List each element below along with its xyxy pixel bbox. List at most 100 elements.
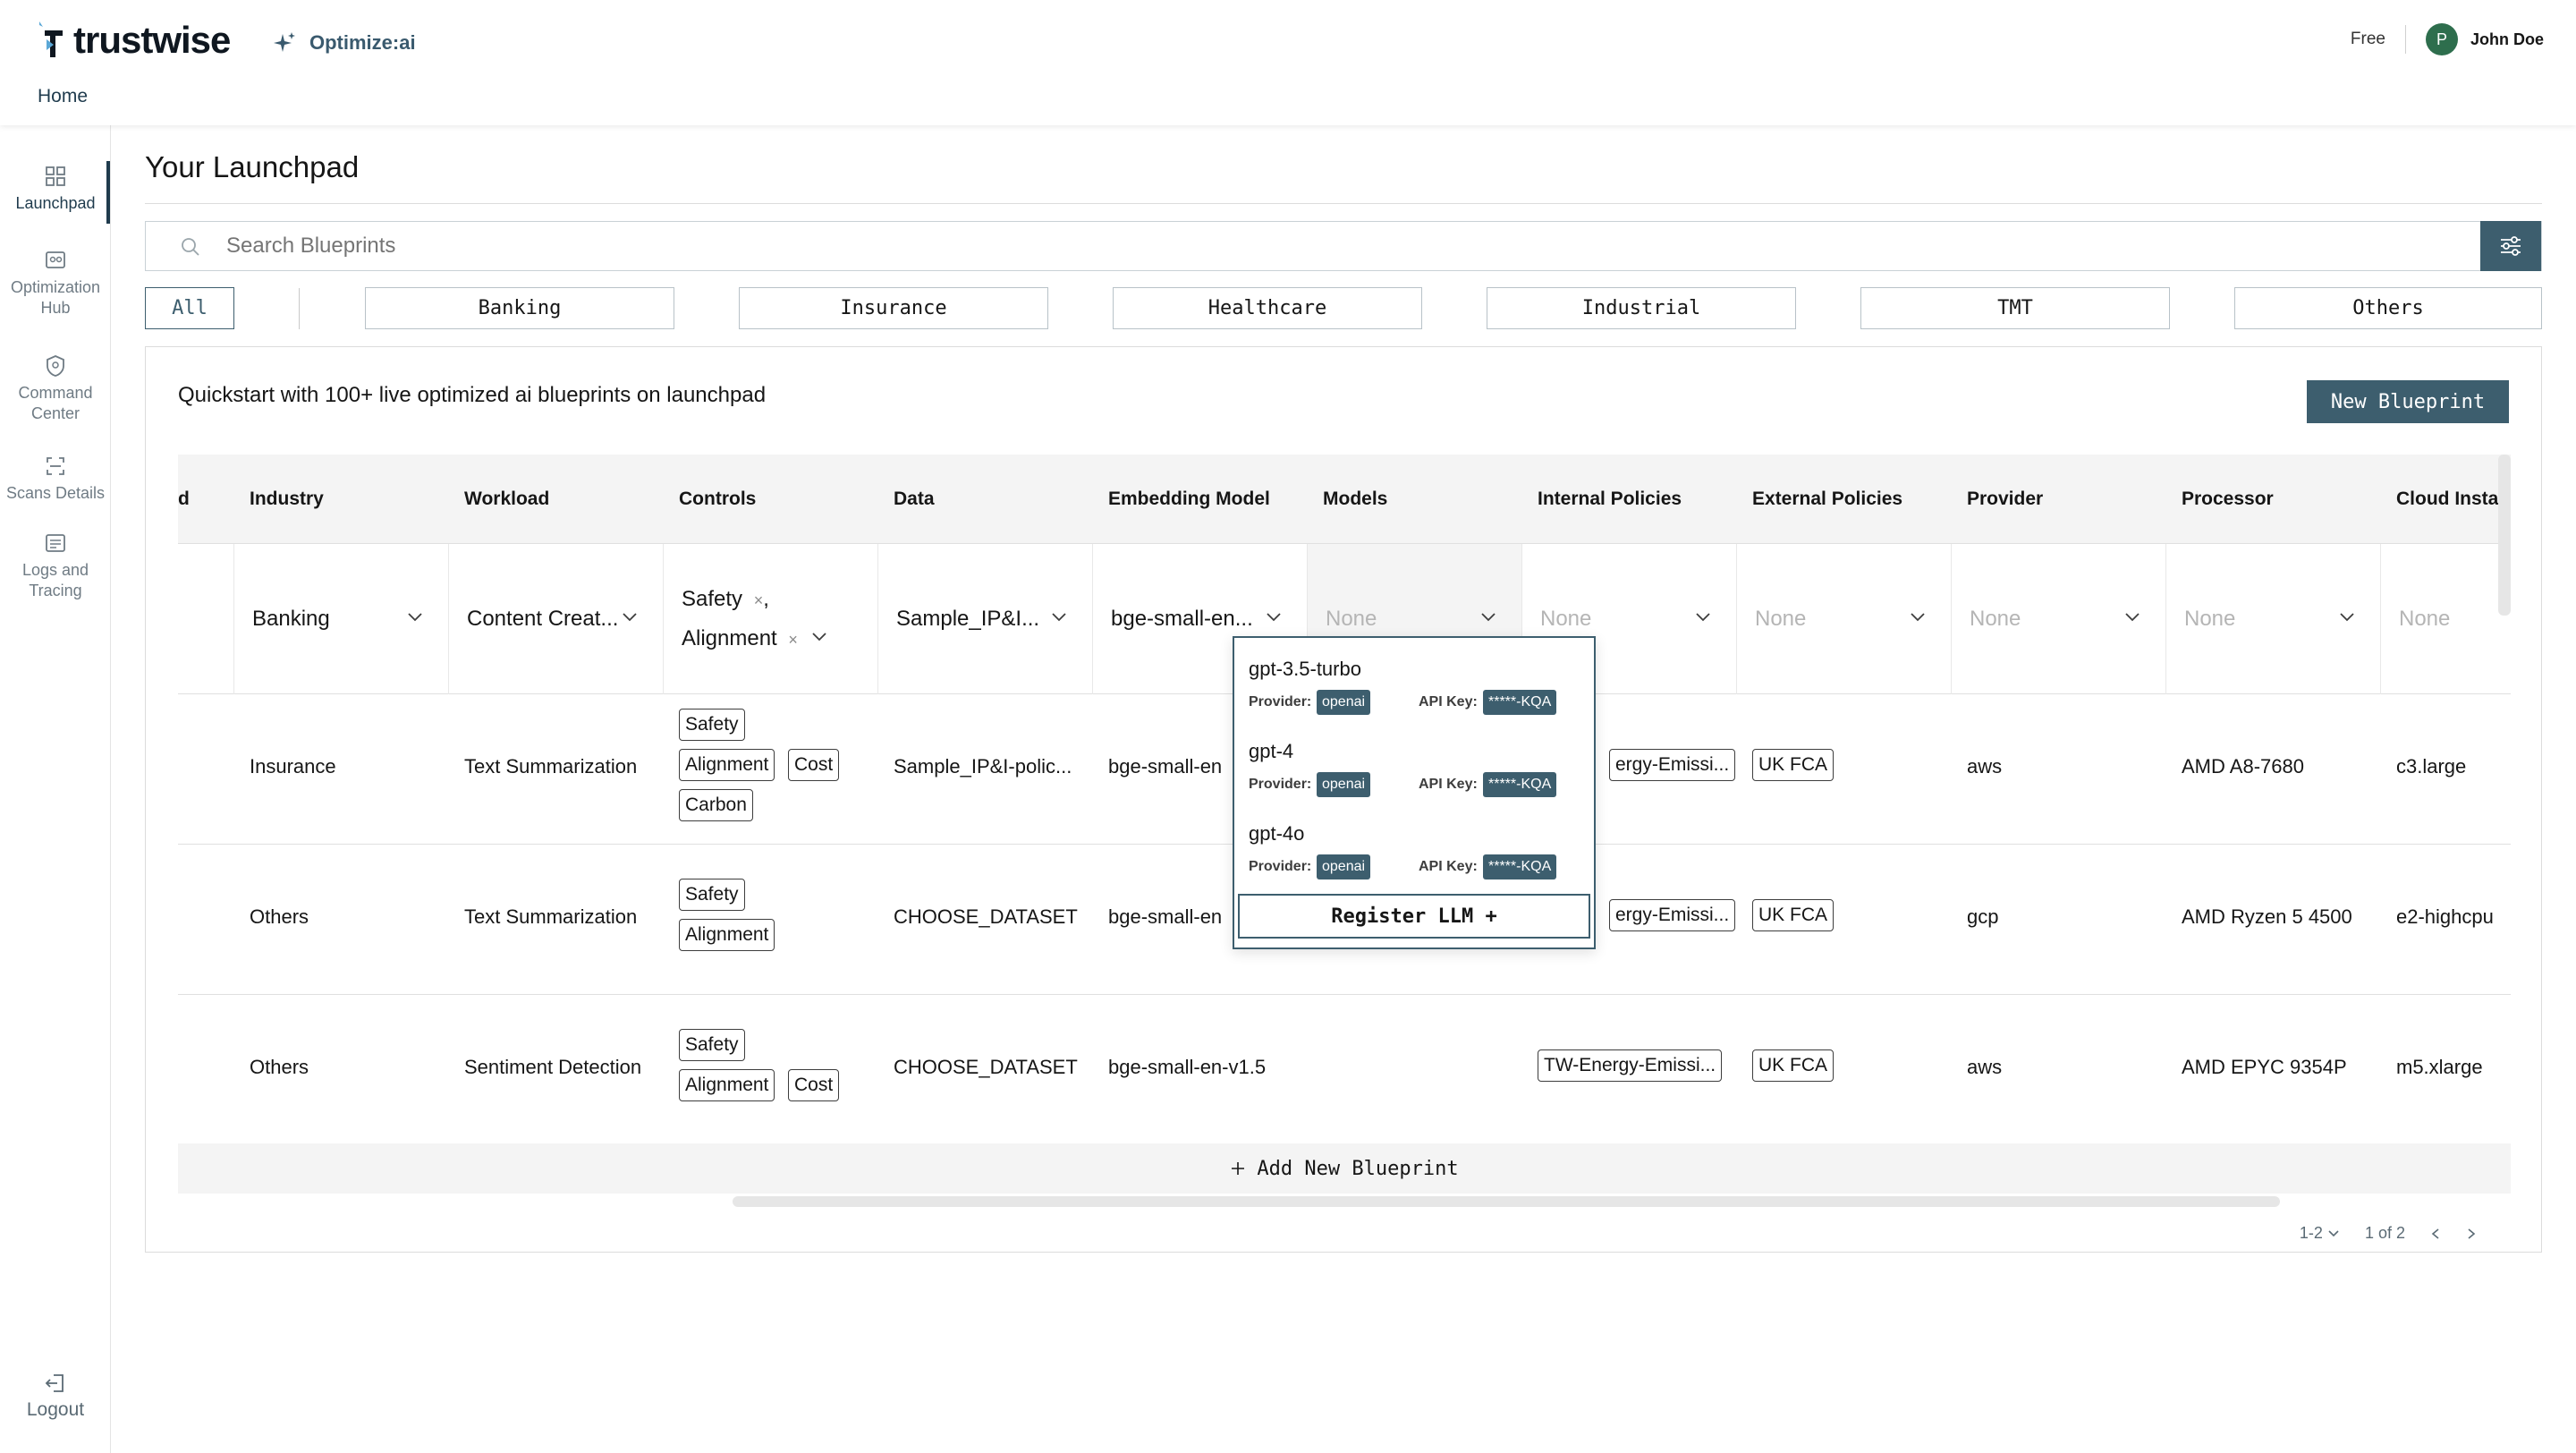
data-select[interactable]: Sample_IP&I... [877, 544, 1092, 694]
remove-token-icon[interactable]: × [788, 631, 798, 649]
horizontal-scrollbar[interactable] [733, 1196, 2280, 1207]
add-new-blueprint-button[interactable]: Add New Blueprint [178, 1143, 2511, 1194]
sidebar-item-optimization-hub[interactable]: Optimization Hub [0, 249, 111, 319]
search-input[interactable] [146, 234, 2541, 259]
control-tag: Alignment [679, 749, 775, 781]
product-name: Optimize:ai [309, 31, 416, 54]
brand-name: trustwise [73, 19, 231, 61]
embedding-value: bge-small-en... [1111, 607, 1253, 631]
models-dropdown: gpt-3.5-turbo Provider: openai API Key: … [1233, 636, 1596, 949]
remove-token-icon[interactable]: × [753, 591, 764, 609]
model-name: gpt-4o [1249, 822, 1305, 845]
provider-badge: openai [1317, 854, 1371, 879]
user-name[interactable]: John Doe [2470, 30, 2544, 48]
chip-all[interactable]: All [145, 287, 234, 329]
internal-policy-tag: ergy-Emissi... [1609, 749, 1736, 781]
embedding-select[interactable]: bge-small-en... [1092, 544, 1307, 694]
controls-multiselect[interactable]: Safety ×, Alignment × [663, 544, 877, 694]
page-size-select[interactable]: 1-2 [2300, 1224, 2340, 1243]
workload-cell: Sentiment Detection [464, 1056, 642, 1078]
industry-select[interactable]: Banking [233, 544, 448, 694]
blueprints-table: d Industry Workload Controls Data Embedd… [178, 455, 2511, 1210]
sidebar-item-label: Command [18, 384, 93, 402]
column-header: Data [894, 489, 935, 509]
control-tag: Alignment [679, 919, 775, 951]
processor-cell: AMD Ryzen 5 4500 [2182, 905, 2352, 928]
provider-select[interactable]: None [1951, 544, 2165, 694]
sidebar-item-launchpad[interactable]: Launchpad [0, 165, 111, 214]
industry-cell: Others [250, 1056, 309, 1078]
filter-button[interactable] [2480, 221, 2541, 271]
sidebar-active-indicator [106, 161, 110, 224]
breadcrumb-home[interactable]: Home [38, 86, 89, 106]
external-policies-select[interactable]: None [1736, 544, 1951, 694]
top-header: trustwise Optimize:ai Home Free P John D… [0, 0, 2576, 125]
register-llm-button[interactable]: Register LLM + [1238, 894, 1590, 939]
plan-label[interactable]: Free [2350, 30, 2385, 48]
embedding-cell: bge-small-en [1108, 755, 1223, 777]
sidebar-item-command-center[interactable]: Command Center [0, 354, 111, 424]
sidebar-item-label-2: Tracing [29, 582, 82, 599]
cloud-instance-cell: e2-highcpu [2396, 905, 2494, 928]
product-switcher[interactable]: Optimize:ai [272, 30, 416, 55]
search-bar [145, 221, 2542, 271]
model-option-gpt-4o[interactable]: gpt-4o Provider: openai API Key: *****-K… [1249, 822, 1557, 879]
model-meta: Provider: openai API Key: *****-KQA [1249, 772, 1583, 799]
chip-tmt[interactable]: TMT [1860, 287, 2170, 329]
page-title: Your Launchpad [145, 150, 360, 183]
column-header: Internal Policies [1538, 489, 1682, 509]
workload-cell: Text Summarization [464, 755, 638, 777]
external-policies-placeholder: None [1755, 607, 1807, 631]
vertical-scrollbar[interactable] [2498, 455, 2511, 616]
api-key-label: API Key: [1419, 777, 1478, 792]
cloud-instance-cell: c3.large [2396, 755, 2467, 777]
table-row[interactable]: Others Text Summarization Safety Alignme… [178, 845, 2511, 995]
internal-policies-select[interactable]: None [1521, 544, 1736, 694]
external-policy-tag: UK FCA [1752, 749, 1835, 781]
chevron-down-icon [1052, 613, 1066, 622]
provider-label: Provider: [1249, 694, 1312, 710]
table-row[interactable]: Others Sentiment Detection Safety Alignm… [178, 995, 2511, 1145]
internal-policy-tag: TW-Energy-Emissi... [1538, 1049, 1723, 1082]
provider-cell: aws [1967, 1056, 2003, 1078]
model-option-gpt-4[interactable]: gpt-4 Provider: openai API Key: *****-KQ… [1249, 740, 1557, 797]
sidebar-item-logs-tracing[interactable]: Logs and Tracing [0, 531, 111, 601]
hub-icon [46, 251, 65, 268]
model-option-gpt-35-turbo[interactable]: gpt-3.5-turbo Provider: openai API Key: … [1249, 658, 1557, 715]
new-blueprint-button[interactable]: New Blueprint [2307, 380, 2509, 423]
logo-mark-icon [39, 21, 63, 57]
user-area: Free P John Doe [2351, 23, 2544, 55]
model-name: gpt-4 [1249, 740, 1294, 762]
sidebar-item-label: Logs and [21, 561, 89, 579]
workload-select[interactable]: Content Creat... [448, 544, 663, 694]
external-policy-tag: UK FCA [1752, 899, 1835, 931]
sidebar-item-scans-details[interactable]: Scans Details [0, 455, 111, 504]
provider-badge: openai [1317, 772, 1371, 797]
api-key-label: API Key: [1419, 694, 1478, 710]
cloud-instance-placeholder: None [2399, 607, 2451, 631]
chevron-left-icon[interactable] [2430, 1228, 2441, 1240]
model-meta: Provider: openai API Key: *****-KQA [1249, 690, 1583, 717]
logout-button[interactable]: Logout [0, 1371, 111, 1421]
api-key-badge: *****-KQA [1483, 690, 1557, 715]
chip-insurance[interactable]: Insurance [739, 287, 1048, 329]
chip-banking[interactable]: Banking [365, 287, 674, 329]
logs-icon [46, 534, 65, 552]
chevron-down-icon [2125, 613, 2140, 622]
processor-cell: AMD EPYC 9354P [2182, 1056, 2347, 1078]
table-row[interactable]: Insurance Text Summarization Safety Alig… [178, 694, 2511, 845]
processor-placeholder: None [2184, 607, 2236, 631]
logout-icon [45, 1374, 64, 1392]
chevron-down-icon [2328, 1230, 2339, 1237]
processor-select[interactable]: None [2165, 544, 2380, 694]
provider-placeholder: None [1970, 607, 2021, 631]
chip-others[interactable]: Others [2234, 287, 2542, 329]
chip-industrial[interactable]: Industrial [1487, 287, 1796, 329]
avatar[interactable]: P [2425, 23, 2458, 55]
chip-healthcare[interactable]: Healthcare [1113, 287, 1422, 329]
plus-icon [1232, 1162, 1245, 1175]
cloud-instance-select[interactable]: None [2380, 544, 2511, 694]
chevron-down-icon [1696, 613, 1710, 622]
chevron-right-icon[interactable] [2466, 1228, 2477, 1240]
trustwise-logo[interactable]: trustwise [36, 18, 231, 63]
